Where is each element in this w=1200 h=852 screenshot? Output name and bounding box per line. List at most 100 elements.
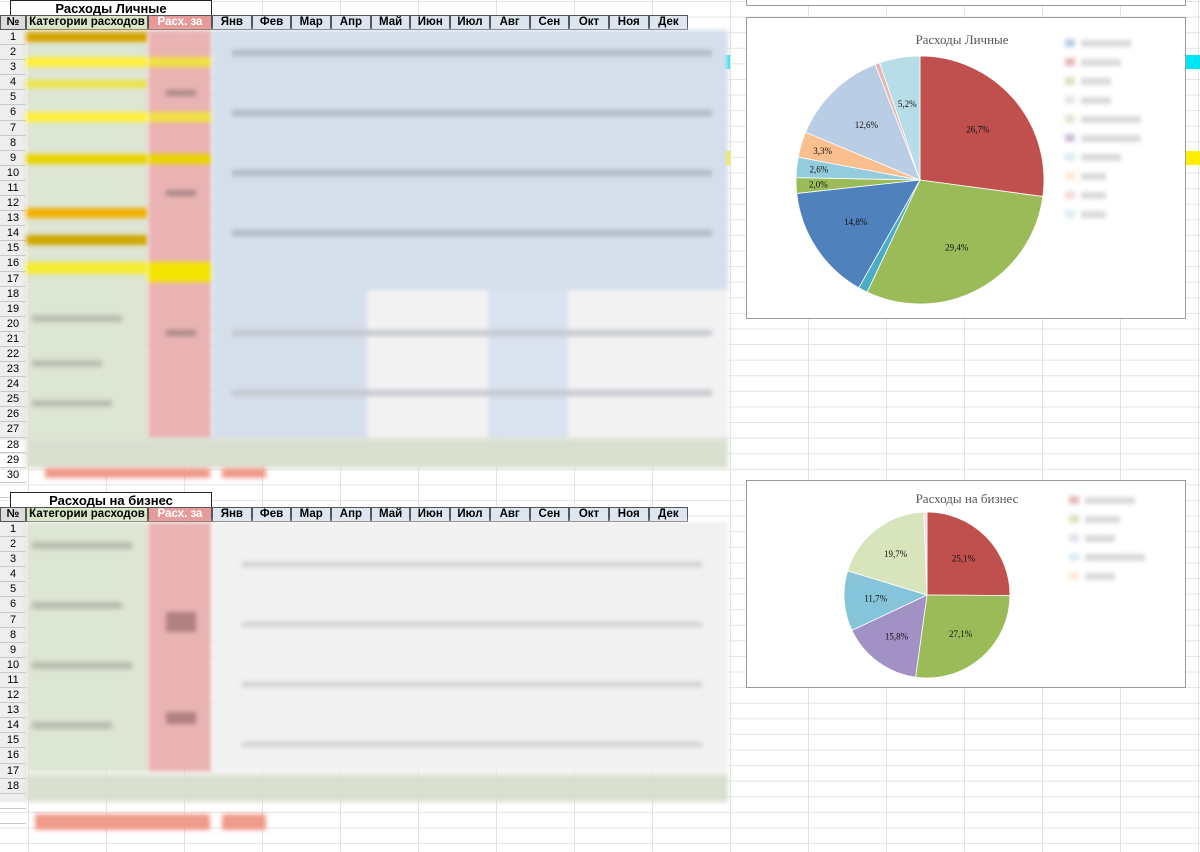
row-number[interactable]: 7 — [0, 121, 26, 136]
pie-slice[interactable] — [851, 594, 928, 678]
row-number[interactable]: 18 — [0, 779, 26, 794]
pie-slice[interactable] — [926, 511, 1011, 596]
row-number[interactable]: 27 — [0, 422, 26, 438]
header-month[interactable]: Май — [370, 15, 411, 30]
row-number[interactable]: 10 — [0, 658, 26, 673]
header-month[interactable]: Фев — [251, 15, 292, 30]
header-num[interactable]: № — [0, 507, 26, 522]
header-category[interactable]: Категории расходов — [26, 507, 148, 522]
row-number[interactable]: 9 — [0, 643, 26, 658]
row-number[interactable]: 2 — [0, 45, 26, 61]
row-number[interactable]: 28 — [0, 438, 26, 453]
row-highlight-cyan-right — [1183, 55, 1200, 69]
row-number[interactable]: 17 — [0, 272, 26, 287]
header-num[interactable]: № — [0, 15, 26, 30]
header-month[interactable]: Сен — [529, 15, 570, 30]
row-number[interactable]: 11 — [0, 673, 26, 689]
row-number[interactable]: 5 — [0, 90, 26, 106]
row-number[interactable]: 26 — [0, 407, 26, 423]
header-month[interactable]: Фев — [251, 507, 292, 522]
business-totals-row — [26, 774, 728, 802]
personal-table-title[interactable]: Расходы Личные — [10, 0, 212, 17]
header-month[interactable]: Янв — [212, 15, 252, 30]
header-month[interactable]: Апр — [331, 507, 371, 522]
row-number[interactable]: 13 — [0, 703, 26, 719]
pie-slice[interactable] — [866, 179, 1044, 305]
row-number[interactable]: 8 — [0, 136, 26, 151]
row-number[interactable]: 2 — [0, 537, 26, 553]
row-number[interactable]: 1 — [0, 522, 26, 538]
row-number[interactable]: 4 — [0, 75, 26, 91]
row-number[interactable]: 4 — [0, 567, 26, 583]
row-number[interactable]: 3 — [0, 60, 26, 76]
row-number[interactable]: 3 — [0, 552, 26, 568]
row-number[interactable]: 5 — [0, 582, 26, 598]
row-number[interactable]: 6 — [0, 105, 26, 121]
header-month[interactable]: Мар — [291, 15, 332, 30]
business-expenses-table: Расходы на бизнес № Категории расходов Р… — [0, 492, 728, 842]
row-number[interactable]: 24 — [0, 377, 26, 393]
row-number[interactable]: 16 — [0, 256, 26, 272]
header-month[interactable]: Июл — [450, 507, 490, 522]
row-number[interactable]: 14 — [0, 718, 26, 734]
header-year[interactable]: Расх. за год — [148, 15, 212, 41]
pie-slice[interactable] — [915, 594, 1011, 679]
pie-data-label: 29,4% — [945, 243, 969, 253]
header-month[interactable]: Окт — [569, 15, 609, 30]
row-number[interactable]: 7 — [0, 613, 26, 628]
header-month[interactable]: Ноя — [608, 15, 649, 30]
header-month[interactable]: Авг — [489, 507, 530, 522]
row-number[interactable]: 15 — [0, 241, 26, 257]
row-number[interactable]: 1 — [0, 30, 26, 46]
header-month[interactable]: Июн — [410, 507, 451, 522]
header-month[interactable]: Дек — [648, 15, 689, 30]
pie-slice[interactable] — [919, 55, 1045, 198]
row-number[interactable]: 11 — [0, 181, 26, 197]
pie-slice[interactable] — [843, 570, 929, 631]
row-number[interactable]: 8 — [0, 628, 26, 643]
header-year[interactable]: Расх. за год — [148, 507, 212, 533]
row-number[interactable]: 30 — [0, 468, 26, 483]
row-number[interactable]: 16 — [0, 748, 26, 764]
header-month[interactable]: Окт — [569, 507, 609, 522]
header-month[interactable]: Июн — [410, 15, 451, 30]
row-number[interactable]: 6 — [0, 597, 26, 613]
header-month[interactable]: Сен — [529, 507, 570, 522]
pie-slice[interactable] — [796, 179, 921, 289]
row-number[interactable]: 12 — [0, 196, 26, 212]
row-number[interactable]: 14 — [0, 226, 26, 242]
personal-chart-title: Расходы Личные — [915, 32, 1009, 47]
header-month[interactable]: Мар — [291, 507, 332, 522]
business-chart-frame[interactable]: Расходы на бизнес 25,1% 27,1% 15,8% 11,7% 19… — [746, 480, 1186, 688]
header-month[interactable]: Май — [370, 507, 411, 522]
row-number[interactable]: 19 — [0, 302, 26, 317]
row-number[interactable]: 13 — [0, 211, 26, 227]
header-month[interactable]: Апр — [331, 15, 371, 30]
row-number[interactable]: 22 — [0, 347, 26, 363]
header-month[interactable]: Ноя — [608, 507, 649, 522]
row-number[interactable]: 10 — [0, 166, 26, 181]
header-month[interactable]: Дек — [648, 507, 689, 522]
row-number[interactable]: 29 — [0, 453, 26, 468]
pie-slice[interactable] — [879, 55, 921, 181]
row-number[interactable]: 12 — [0, 688, 26, 704]
header-month[interactable]: Авг — [489, 15, 530, 30]
row-number[interactable]: 17 — [0, 764, 26, 779]
row-number[interactable]: 21 — [0, 332, 26, 347]
row-number[interactable]: 15 — [0, 733, 26, 749]
row-number[interactable]: 25 — [0, 392, 26, 408]
row-number-empty[interactable] — [0, 809, 26, 824]
header-category[interactable]: Категории расходов — [26, 15, 148, 30]
header-month[interactable]: Июл — [450, 15, 490, 30]
pie-slice[interactable] — [805, 63, 921, 181]
row-number[interactable]: 18 — [0, 287, 26, 302]
row-number[interactable]: 9 — [0, 151, 26, 166]
row-number[interactable]: 23 — [0, 362, 26, 378]
header-month[interactable]: Янв — [212, 507, 252, 522]
personal-chart-frame[interactable]: Расходы Личные 26,7% 29,4% 14,8% 2,0% 2,6% 3,… — [746, 17, 1186, 319]
pie-slice[interactable] — [847, 511, 928, 596]
pie-slice[interactable] — [923, 511, 928, 596]
row-number-empty[interactable] — [0, 794, 26, 809]
row-number[interactable]: 20 — [0, 317, 26, 332]
personal-chart-legend — [1065, 38, 1141, 228]
